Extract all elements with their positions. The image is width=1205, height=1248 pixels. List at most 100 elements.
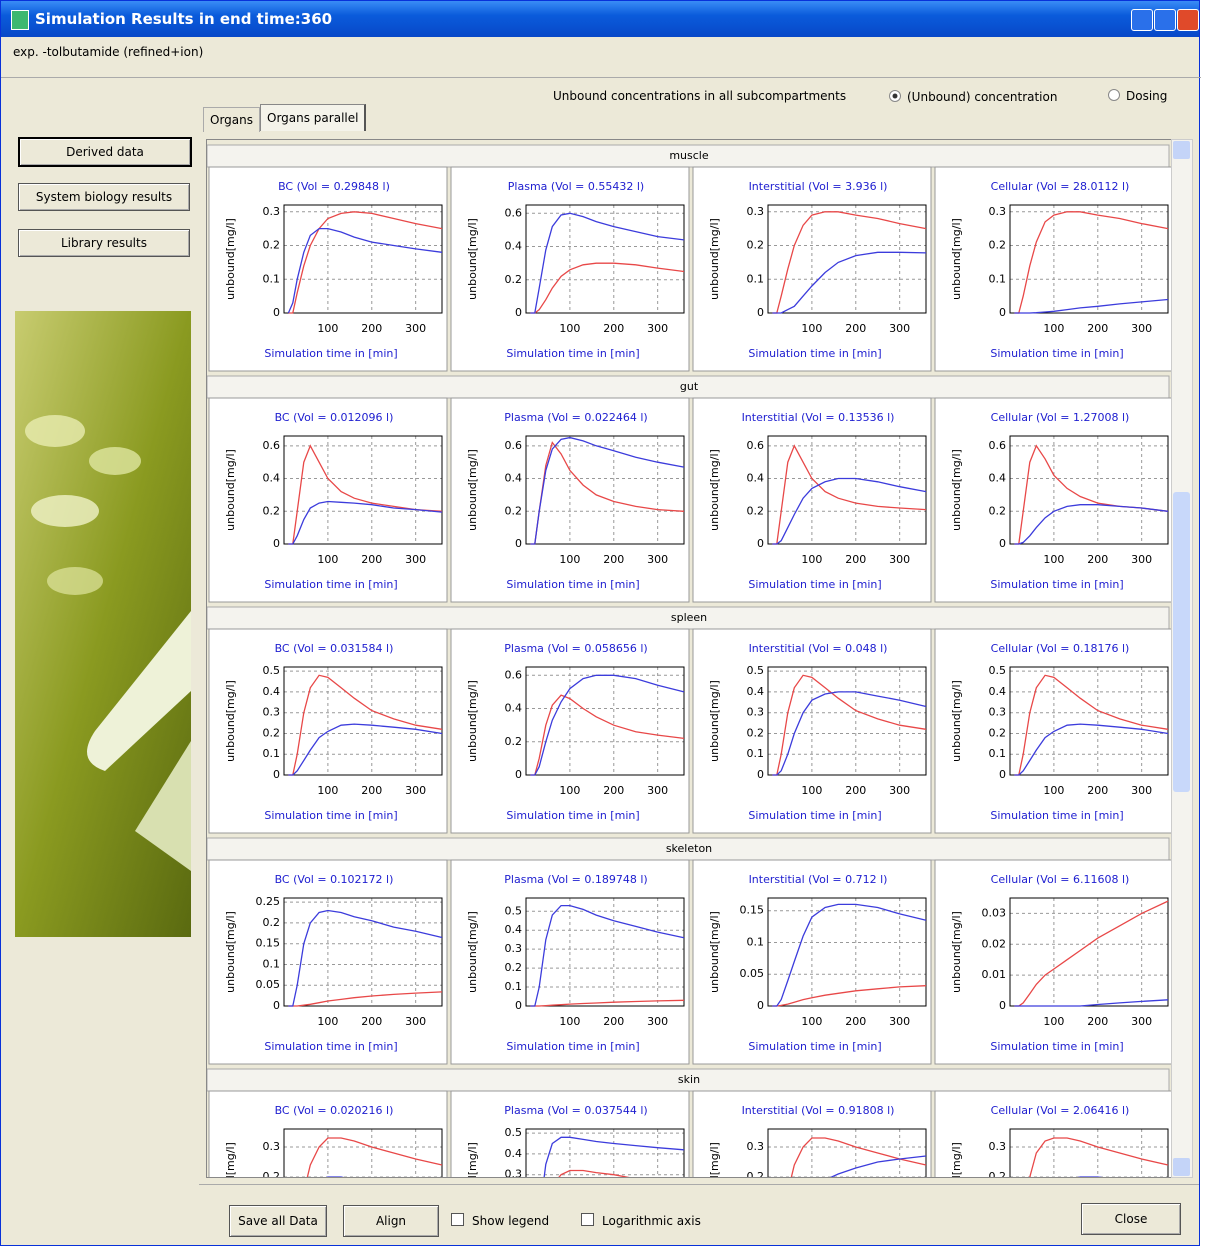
x-axis-label: Simulation time in [min] xyxy=(748,1040,881,1053)
x-axis-label: Simulation time in [min] xyxy=(748,809,881,822)
tab[interactable]: Organs xyxy=(203,107,260,132)
x-axis-label: Simulation time in [min] xyxy=(990,347,1123,360)
x-tick-label: 300 xyxy=(889,784,910,797)
align-button[interactable]: Align xyxy=(343,1205,439,1237)
y-tick-label: 0.2 xyxy=(505,273,523,286)
y-tick-label: 0.2 xyxy=(989,239,1007,252)
y-tick-label: 0.4 xyxy=(505,702,523,715)
y-tick-label: 0.3 xyxy=(989,1140,1007,1153)
organ-name: skin xyxy=(678,1073,700,1086)
y-tick-label: 0.2 xyxy=(263,504,281,517)
scroll-down[interactable] xyxy=(1173,1158,1190,1176)
y-tick-label: 0.3 xyxy=(747,1140,765,1153)
y-tick-label: 0.2 xyxy=(747,504,765,517)
x-tick-label: 100 xyxy=(1043,553,1064,566)
panel-title: Plasma (Vol = 0.189748 l) xyxy=(504,873,647,886)
radio-concentration[interactable]: (Unbound) concentration xyxy=(889,90,1057,104)
y-tick-label: 0 xyxy=(999,306,1006,319)
y-tick-label: 0.3 xyxy=(747,706,765,719)
x-tick-label: 100 xyxy=(1043,784,1064,797)
y-tick-label: 0.2 xyxy=(263,1170,281,1178)
x-tick-label: 100 xyxy=(801,322,822,335)
derived-data-button[interactable]: Derived data xyxy=(18,137,192,167)
tab-active[interactable]: Organs parallel xyxy=(260,104,366,131)
close-button[interactable]: Close xyxy=(1081,1203,1181,1235)
y-tick-label: 0 xyxy=(999,768,1006,781)
y-tick-label: 0.1 xyxy=(747,747,765,760)
y-tick-label: 0.1 xyxy=(263,272,281,285)
x-axis-label: Simulation time in [min] xyxy=(506,1040,639,1053)
y-tick-label: 0.5 xyxy=(989,664,1007,677)
y-tick-label: 0.05 xyxy=(256,978,281,991)
radio-dosing[interactable]: Dosing xyxy=(1108,89,1167,103)
y-tick-label: 0 xyxy=(273,306,280,319)
y-tick-label: 0.4 xyxy=(989,472,1007,485)
panel-title: Plasma (Vol = 0.022464 l) xyxy=(504,411,647,424)
x-tick-label: 200 xyxy=(845,553,866,566)
y-tick-label: 0.5 xyxy=(263,664,281,677)
x-tick-label: 200 xyxy=(845,784,866,797)
x-tick-label: 200 xyxy=(845,322,866,335)
scroll-thumb[interactable] xyxy=(1173,492,1190,792)
y-tick-label: 0.4 xyxy=(263,685,281,698)
log-axis-checkbox[interactable]: Logarithmic axis xyxy=(581,1213,701,1228)
y-tick-label: 0.4 xyxy=(263,472,281,485)
x-axis-label: Simulation time in [min] xyxy=(748,578,881,591)
panel-title: Plasma (Vol = 0.037544 l) xyxy=(504,1104,647,1117)
panel xyxy=(935,860,1172,1064)
maximize-button[interactable] xyxy=(1154,9,1176,31)
y-tick-label: 0.5 xyxy=(747,664,765,677)
panel-title: Cellular (Vol = 2.06416 l) xyxy=(991,1104,1130,1117)
minimize-button[interactable] xyxy=(1131,9,1153,31)
library-results-button[interactable]: Library results xyxy=(18,229,190,257)
y-axis-label: unbound[mg/l] xyxy=(224,1142,237,1178)
x-tick-label: 200 xyxy=(603,553,624,566)
panel-title: Interstitial (Vol = 0.13536 l) xyxy=(742,411,895,424)
x-tick-label: 300 xyxy=(405,784,426,797)
x-tick-label: 300 xyxy=(889,1015,910,1028)
y-tick-label: 0 xyxy=(757,999,764,1012)
sidebar-image xyxy=(15,311,191,937)
show-legend-checkbox[interactable]: Show legend xyxy=(451,1213,549,1228)
panel-title: Interstitial (Vol = 0.712 l) xyxy=(749,873,888,886)
scrollbar[interactable] xyxy=(1171,139,1193,1178)
panel-title: Plasma (Vol = 0.058656 l) xyxy=(504,642,647,655)
separator xyxy=(199,1184,1199,1185)
y-axis-label: unbound[mg/l] xyxy=(950,680,963,762)
checkbox-label: Logarithmic axis xyxy=(602,1214,701,1228)
y-tick-label: 0.3 xyxy=(505,1168,523,1178)
close-window-button[interactable] xyxy=(1177,9,1199,31)
y-tick-label: 0 xyxy=(757,537,764,550)
panel-title: Cellular (Vol = 0.18176 l) xyxy=(991,642,1130,655)
y-tick-label: 0.2 xyxy=(505,735,523,748)
y-tick-label: 0.4 xyxy=(989,685,1007,698)
scroll-up[interactable] xyxy=(1173,141,1190,159)
system-biology-button[interactable]: System biology results xyxy=(18,183,190,211)
y-tick-label: 0.3 xyxy=(747,205,765,218)
y-tick-label: 0.4 xyxy=(747,472,765,485)
x-tick-label: 200 xyxy=(361,322,382,335)
y-tick-label: 0 xyxy=(515,537,522,550)
x-tick-label: 300 xyxy=(647,1015,668,1028)
x-tick-label: 300 xyxy=(405,1015,426,1028)
x-tick-label: 200 xyxy=(1087,322,1108,335)
panel-title: Interstitial (Vol = 0.91808 l) xyxy=(742,1104,895,1117)
separator xyxy=(1,77,1201,78)
y-tick-label: 0.2 xyxy=(747,239,765,252)
y-tick-label: 0.1 xyxy=(263,747,281,760)
x-tick-label: 100 xyxy=(559,784,580,797)
panel-title: Cellular (Vol = 6.11608 l) xyxy=(991,873,1130,886)
x-tick-label: 200 xyxy=(845,1015,866,1028)
y-tick-label: 0.02 xyxy=(982,937,1007,950)
y-tick-label: 0.2 xyxy=(989,504,1007,517)
series-line xyxy=(1014,1177,1168,1178)
x-tick-label: 300 xyxy=(647,784,668,797)
x-tick-label: 100 xyxy=(317,553,338,566)
x-axis-label: Simulation time in [min] xyxy=(748,347,881,360)
x-tick-label: 300 xyxy=(1131,322,1152,335)
save-button[interactable]: Save all Data xyxy=(229,1205,327,1237)
x-axis-label: Simulation time in [min] xyxy=(506,578,639,591)
x-tick-label: 300 xyxy=(1131,784,1152,797)
y-tick-label: 0.5 xyxy=(505,904,523,917)
